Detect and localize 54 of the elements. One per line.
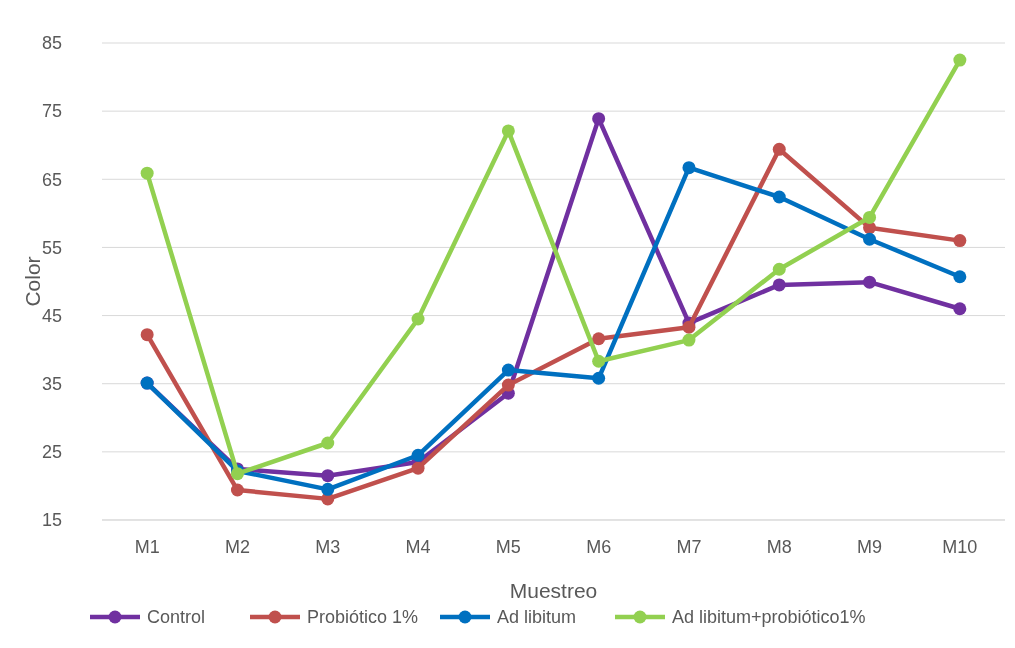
x-tick-label: M6 bbox=[586, 537, 612, 557]
point bbox=[863, 210, 877, 224]
point bbox=[682, 320, 696, 334]
legend-label: Control bbox=[147, 607, 206, 628]
point bbox=[772, 190, 786, 204]
point bbox=[230, 483, 244, 497]
point bbox=[772, 278, 786, 292]
x-tick-label: M3 bbox=[315, 537, 341, 557]
x-tick-label: M7 bbox=[676, 537, 702, 557]
x-tick-label: M2 bbox=[224, 537, 250, 557]
point bbox=[863, 275, 877, 289]
x-tick-label: M5 bbox=[495, 537, 521, 557]
point bbox=[953, 234, 967, 248]
y-axis-title: Color bbox=[21, 256, 44, 307]
y-tick-label: 85 bbox=[41, 33, 62, 54]
point bbox=[682, 333, 696, 347]
point bbox=[953, 53, 967, 67]
point bbox=[411, 448, 425, 462]
y-tick-label: 35 bbox=[41, 374, 62, 395]
point bbox=[592, 332, 606, 346]
legend-label: Ad libitum+probiótico1% bbox=[672, 607, 866, 628]
legend-label: Ad libitum bbox=[497, 607, 577, 628]
point bbox=[321, 469, 335, 483]
point bbox=[772, 262, 786, 276]
y-tick-label: 45 bbox=[41, 305, 62, 326]
x-axis-title: Muestreo bbox=[509, 579, 598, 602]
x-tick-label: M1 bbox=[134, 537, 160, 557]
legend-label: Probiótico 1% bbox=[307, 607, 419, 628]
y-tick-label: 65 bbox=[41, 169, 62, 190]
point bbox=[140, 166, 154, 180]
point bbox=[501, 363, 515, 377]
point bbox=[592, 354, 606, 368]
x-tick-label: M4 bbox=[405, 537, 431, 557]
point bbox=[501, 378, 515, 392]
point bbox=[411, 312, 425, 326]
point bbox=[140, 328, 154, 342]
point bbox=[953, 302, 967, 316]
point bbox=[772, 142, 786, 156]
point bbox=[592, 112, 606, 126]
point bbox=[682, 161, 696, 175]
y-tick-label: 55 bbox=[41, 237, 62, 258]
point bbox=[321, 436, 335, 450]
x-tick-label: M10 bbox=[942, 537, 978, 557]
point bbox=[953, 270, 967, 284]
y-tick-label: 15 bbox=[41, 510, 62, 531]
y-tick-label: 25 bbox=[41, 442, 62, 463]
point bbox=[411, 461, 425, 475]
x-tick-label: M9 bbox=[857, 537, 883, 557]
y-tick-label: 75 bbox=[41, 101, 62, 122]
point bbox=[321, 482, 335, 496]
point bbox=[863, 232, 877, 246]
point bbox=[501, 124, 515, 138]
point bbox=[592, 371, 606, 385]
x-tick-label: M8 bbox=[766, 537, 792, 557]
